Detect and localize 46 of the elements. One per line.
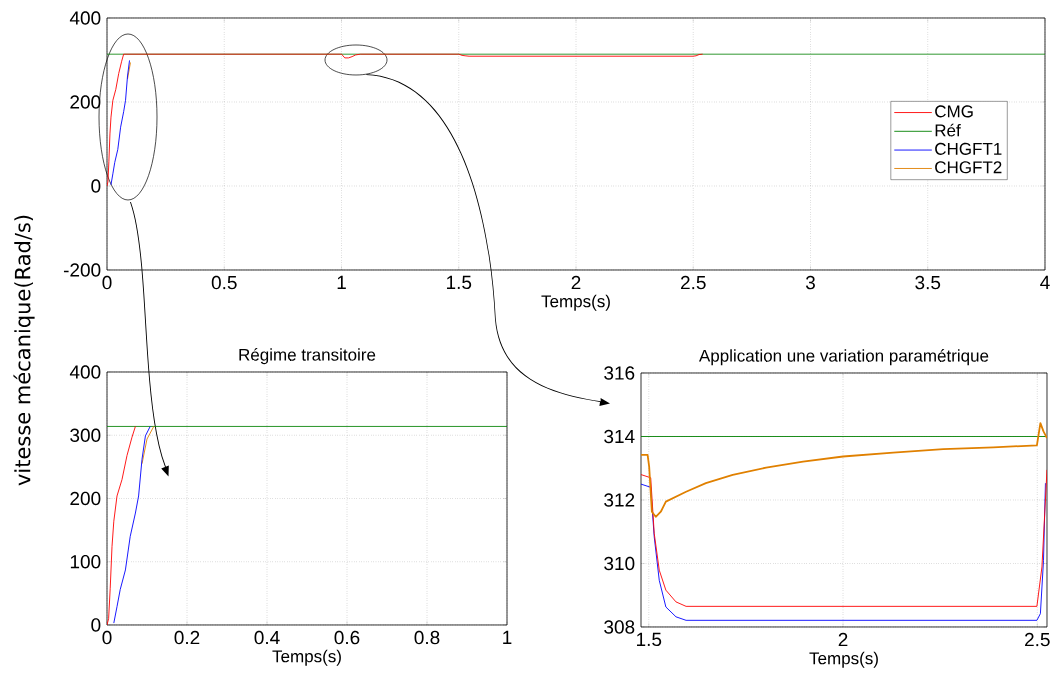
x-tick-label: 2 <box>838 632 848 647</box>
line-series <box>113 425 151 624</box>
y-tick-label: -200 <box>63 263 101 277</box>
x-tick-label: 0 <box>102 275 112 290</box>
y-tick-label: 0 <box>91 618 101 632</box>
x-axis-title: Temps(s) <box>272 649 341 666</box>
chart-title: Application une variation paramétrique <box>698 349 989 366</box>
x-tick-label: 0.5 <box>211 275 237 290</box>
line-series <box>107 425 136 625</box>
x-tick-label: 2.5 <box>1025 632 1050 647</box>
y-tick-label: 100 <box>70 555 101 569</box>
x-axis-title: Temps(s) <box>541 294 610 311</box>
y-tick-label: 400 <box>69 365 101 379</box>
line-series <box>641 482 1046 621</box>
x-tick-label: 1 <box>337 275 346 289</box>
y-tick-label: 316 <box>604 366 635 380</box>
x-axis-title: Temps(s) <box>809 651 878 668</box>
y-tick-label: 312 <box>604 493 635 507</box>
x-tick-label: 0.6 <box>334 630 360 645</box>
x-tick-label: 4 <box>1040 275 1050 289</box>
line-series <box>110 59 130 186</box>
legend-label: CHGFT2 <box>935 161 1002 174</box>
legend-label: CMG <box>935 105 973 118</box>
x-tick-label: 2 <box>571 275 581 290</box>
y-tick-label: 314 <box>604 429 635 444</box>
x-tick-label: 1.5 <box>637 632 662 647</box>
y-tick-label: 300 <box>70 428 101 442</box>
y-tick-label: 0 <box>91 179 101 193</box>
y-tick-label: 308 <box>604 620 635 634</box>
x-tick-label: 2.5 <box>681 275 706 290</box>
legend-label: Réf <box>935 123 961 137</box>
x-tick-label: 0.2 <box>174 630 200 645</box>
y-tick-label: 200 <box>70 491 101 506</box>
x-tick-label: 0.8 <box>414 630 440 645</box>
x-tick-label: 3 <box>805 275 815 290</box>
line-series <box>641 422 1047 518</box>
x-tick-label: 0.4 <box>254 630 280 645</box>
legend-label: CHGFT1 <box>935 142 1002 155</box>
y-tick-label: 310 <box>604 556 635 571</box>
y-axis-title: vitesse mécanique(Rad/s) <box>13 215 35 486</box>
chart-title: Régime transitoire <box>239 348 376 365</box>
y-tick-label: 400 <box>69 11 101 25</box>
x-tick-label: 1 <box>503 630 512 644</box>
x-tick-label: 0 <box>102 630 112 645</box>
x-tick-label: 1.5 <box>446 275 472 290</box>
x-tick-label: 3.5 <box>915 275 941 290</box>
